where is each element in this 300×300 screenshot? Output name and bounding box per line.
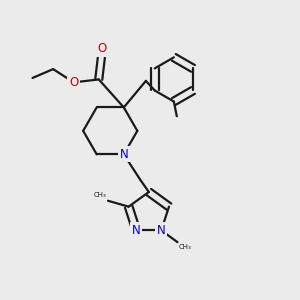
Text: O: O [69, 76, 78, 89]
Text: CH₃: CH₃ [179, 244, 192, 250]
Text: N: N [119, 148, 128, 161]
Text: N: N [132, 224, 141, 237]
Text: O: O [97, 42, 106, 55]
Text: CH₃: CH₃ [94, 192, 106, 198]
Text: N: N [157, 224, 166, 237]
